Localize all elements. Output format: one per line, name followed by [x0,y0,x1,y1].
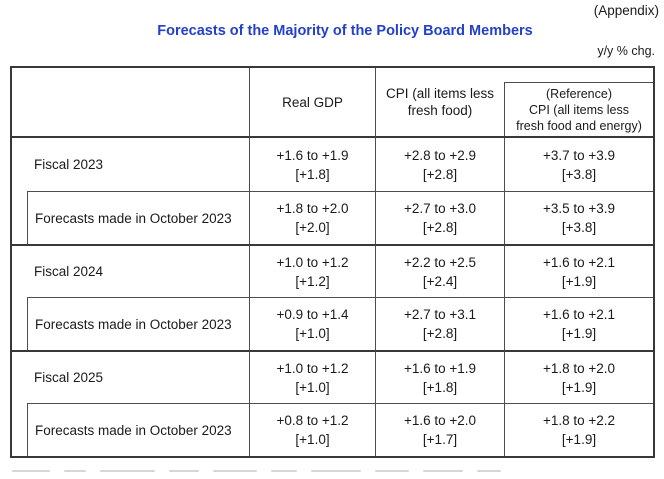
forecast-median: [+1.8] [422,379,458,395]
row-label-fiscal-2024: Fiscal 2024 [12,244,249,297]
forecast-median: [+1.8] [295,166,330,182]
header-cpi: CPI (all items less fresh food) [375,68,504,138]
cell-fiscal2023-cpi: +2.8 to +2.9 [+2.8] [375,138,504,191]
cell-oct2025-cpi: +1.6 to +2.0 [+1.7] [375,403,504,456]
forecast-range: +1.0 to +1.2 [276,254,349,270]
cell-fiscal2023-gdp: +1.6 to +1.9 [+1.8] [249,138,375,191]
cell-oct2023-gdp: +1.8 to +2.0 [+2.0] [249,191,375,244]
unit-label: y/y % chg. [597,44,655,58]
forecast-range: +1.8 to +2.0 [542,360,616,376]
forecast-median: [+1.9] [561,432,597,447]
forecast-median: [+1.0] [295,326,330,341]
forecast-range: +2.7 to +3.0 [403,201,477,216]
forecast-range: +2.7 to +3.1 [403,307,477,322]
forecast-range: +2.2 to +2.5 [403,254,477,270]
row-label-oct-2023: Forecasts made in October 2023 [12,191,249,244]
forecast-range: +1.6 to +1.9 [403,360,477,376]
forecast-range: +3.7 to +3.9 [542,147,616,163]
forecast-range: +1.6 to +2.0 [403,413,477,428]
row-label-text: Forecasts made in October 2023 [35,422,232,438]
forecast-table: Real GDP CPI (all items less fresh food)… [10,66,655,458]
october-label-box: Forecasts made in October 2023 [27,191,249,244]
forecast-median: [+1.9] [561,326,597,341]
cell-fiscal2025-ref: +1.8 to +2.0 [+1.9] [504,350,653,403]
forecast-median: [+3.8] [561,220,597,235]
header-reference-line1: (Reference) [546,86,612,101]
page-title: Forecasts of the Majority of the Policy … [157,23,533,39]
appendix-label: (Appendix) [593,3,659,18]
forecast-range: +0.8 to +1.2 [276,413,349,428]
row-label-fiscal-2023: Fiscal 2023 [12,138,249,191]
header-real-gdp-label: Real GDP [282,94,343,110]
forecast-median: [+1.0] [295,379,330,395]
header-cpi-line2: fresh food) [407,103,473,118]
cell-oct2024-gdp: +0.9 to +1.4 [+1.0] [249,297,375,350]
forecast-median: [+1.9] [561,273,597,289]
row-label-text: Forecasts made in October 2023 [35,210,232,226]
october-label-box: Forecasts made in October 2023 [27,403,249,456]
row-label-fiscal-2025: Fiscal 2025 [12,350,249,403]
forecast-range: +1.8 to +2.2 [542,413,616,428]
forecast-range: +2.8 to +2.9 [403,147,477,163]
forecast-range: +1.8 to +2.0 [276,201,349,216]
forecast-median: [+1.9] [561,379,597,395]
forecast-median: [+2.8] [422,166,458,182]
forecast-median: [+3.8] [561,166,597,182]
forecast-range: +1.6 to +2.1 [542,307,616,322]
forecast-range: +1.0 to +1.2 [276,360,349,376]
forecast-range: +1.6 to +2.1 [542,254,616,270]
header-corner-cell [12,68,249,138]
cell-fiscal2024-gdp: +1.0 to +1.2 [+1.2] [249,244,375,297]
forecast-range: +0.9 to +1.4 [276,307,349,322]
row-label-text: Forecasts made in October 2023 [35,316,232,332]
row-label-oct-2025: Forecasts made in October 2023 [12,403,249,456]
forecast-range: +1.6 to +1.9 [276,147,349,163]
forecast-median: [+2.0] [295,220,330,235]
row-label-oct-2024: Forecasts made in October 2023 [12,297,249,350]
cell-oct2025-gdp: +0.8 to +1.2 [+1.0] [249,403,375,456]
october-label-box: Forecasts made in October 2023 [27,297,249,350]
forecast-median: [+2.4] [422,273,458,289]
forecast-median: [+2.8] [422,326,458,341]
row-label-text: Fiscal 2024 [34,264,104,279]
header-reference-line3: fresh food and energy) [516,118,642,133]
forecast-median: [+1.7] [422,432,458,447]
header-reference: (Reference) CPI (all items less fresh fo… [504,68,653,138]
header-cpi-line1: CPI (all items less [385,86,495,101]
cell-fiscal2025-gdp: +1.0 to +1.2 [+1.0] [249,350,375,403]
cell-fiscal2024-cpi: +2.2 to +2.5 [+2.4] [375,244,504,297]
cell-oct2025-ref: +1.8 to +2.2 [+1.9] [504,403,653,456]
forecast-median: [+1.0] [295,432,330,447]
forecast-range: +3.5 to +3.9 [542,201,616,216]
forecast-median: [+2.8] [422,220,458,235]
cell-oct2024-ref: +1.6 to +2.1 [+1.9] [504,297,653,350]
cell-oct2023-ref: +3.5 to +3.9 [+3.8] [504,191,653,244]
forecast-median: [+1.2] [295,273,330,289]
cell-fiscal2024-ref: +1.6 to +2.1 [+1.9] [504,244,653,297]
cropped-footnote-remnant [12,470,652,476]
cell-fiscal2025-cpi: +1.6 to +1.9 [+1.8] [375,350,504,403]
cell-fiscal2023-ref: +3.7 to +3.9 [+3.8] [504,138,653,191]
header-reference-box: (Reference) CPI (all items less fresh fo… [504,82,653,136]
row-label-text: Fiscal 2025 [34,370,104,385]
header-reference-line2: CPI (all items less [528,102,630,117]
cell-oct2024-cpi: +2.7 to +3.1 [+2.8] [375,297,504,350]
row-label-text: Fiscal 2023 [34,157,104,172]
header-real-gdp: Real GDP [249,68,375,138]
cell-oct2023-cpi: +2.7 to +3.0 [+2.8] [375,191,504,244]
